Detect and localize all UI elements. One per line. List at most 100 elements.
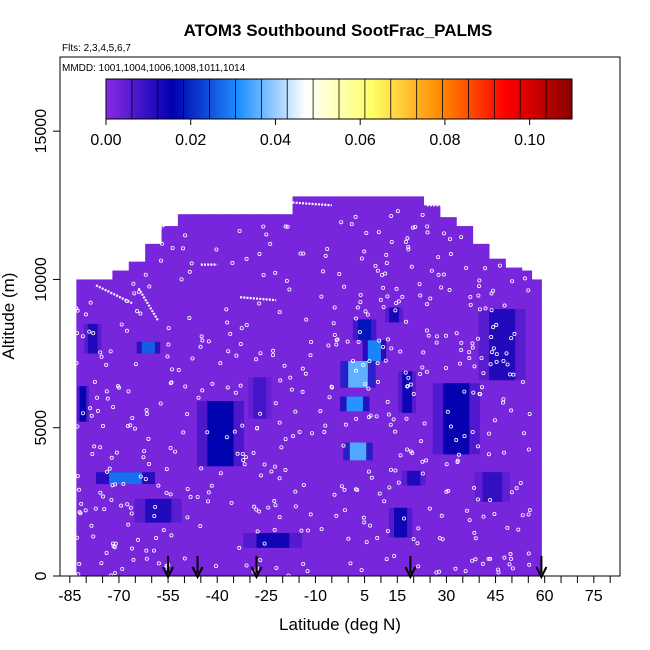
sample-point xyxy=(362,520,367,525)
sample-point xyxy=(323,423,328,428)
sample-point xyxy=(187,315,192,320)
sample-point xyxy=(481,514,486,519)
sample-point xyxy=(173,449,178,454)
hotspot-cell xyxy=(141,341,155,354)
sample-point xyxy=(104,550,109,555)
sample-point xyxy=(199,466,204,471)
sample-point xyxy=(455,458,460,463)
x-axis: -85 -70 -55 -40 -25 -10 5 15 30 45 60 75 xyxy=(58,576,611,605)
sample-point xyxy=(257,301,262,306)
sample-point xyxy=(453,566,458,571)
sample-point xyxy=(237,228,242,233)
sample-point xyxy=(181,430,186,435)
sample-point xyxy=(376,230,381,235)
sample-point xyxy=(491,346,496,351)
sample-point xyxy=(131,281,136,286)
sample-point xyxy=(456,452,461,457)
sample-point xyxy=(389,467,394,472)
sample-point xyxy=(411,537,416,542)
hotspot-cell xyxy=(346,396,363,412)
sample-point xyxy=(188,494,193,499)
hotspot-cell xyxy=(443,383,470,455)
sample-point xyxy=(405,447,410,452)
sample-point xyxy=(257,509,262,514)
sample-point xyxy=(389,346,394,351)
sample-point xyxy=(443,365,448,370)
sample-point xyxy=(382,499,387,504)
field-column xyxy=(177,214,195,576)
sample-point xyxy=(262,462,267,467)
hotspot-cell xyxy=(256,532,290,548)
flight-track xyxy=(95,284,133,305)
sample-point xyxy=(88,300,93,305)
sample-point xyxy=(128,505,133,510)
sample-point xyxy=(278,378,283,383)
sample-point xyxy=(125,502,130,507)
sample-point xyxy=(527,508,532,513)
sample-point xyxy=(518,480,523,485)
sample-point xyxy=(99,561,104,566)
sample-point xyxy=(252,504,257,509)
sample-point xyxy=(396,480,401,485)
sample-point xyxy=(417,282,422,287)
field-column xyxy=(128,261,146,576)
x-tick-label: 75 xyxy=(585,588,603,605)
sample-point xyxy=(339,220,344,225)
sample-point xyxy=(126,389,131,394)
sample-point xyxy=(385,399,390,404)
hotspot-cell xyxy=(367,340,381,361)
sample-point xyxy=(261,272,266,277)
sample-point xyxy=(128,423,133,428)
sample-point xyxy=(434,334,439,339)
sample-point xyxy=(526,551,531,556)
sample-point xyxy=(510,566,515,571)
sample-point xyxy=(230,261,235,266)
sample-point xyxy=(434,340,439,345)
sample-point xyxy=(384,557,389,562)
sample-point xyxy=(479,356,484,361)
sample-point xyxy=(101,424,106,429)
sample-point xyxy=(468,302,473,307)
sample-point xyxy=(439,513,444,518)
sample-point xyxy=(75,308,80,313)
sample-point xyxy=(425,224,430,229)
sample-point xyxy=(156,561,161,566)
sample-point xyxy=(142,449,147,454)
sample-point xyxy=(77,487,82,492)
sample-point xyxy=(361,515,366,520)
sample-point xyxy=(428,296,433,301)
sample-point xyxy=(488,498,493,503)
sample-point xyxy=(342,487,347,492)
sample-point xyxy=(473,536,478,541)
sample-point xyxy=(95,409,100,414)
sample-point xyxy=(411,391,416,396)
sample-point xyxy=(467,356,472,361)
sample-point xyxy=(393,429,398,434)
sample-point xyxy=(489,308,494,313)
sample-point xyxy=(331,321,336,326)
sample-point xyxy=(110,483,115,488)
sample-point xyxy=(258,411,263,416)
sample-point xyxy=(99,354,104,359)
sample-point xyxy=(183,233,188,238)
sample-point xyxy=(377,491,382,496)
sample-point xyxy=(406,247,411,252)
sample-point xyxy=(301,561,306,566)
y-tick-label: 0 xyxy=(33,571,50,580)
sample-point xyxy=(130,415,135,420)
sample-point xyxy=(200,338,205,343)
sample-point xyxy=(454,438,459,443)
sample-point xyxy=(465,508,470,513)
field-column xyxy=(145,243,163,576)
sample-point xyxy=(429,268,434,273)
sample-point xyxy=(496,567,501,572)
sample-point xyxy=(283,468,288,473)
sample-point xyxy=(74,361,79,366)
sample-point xyxy=(389,239,394,244)
sample-point xyxy=(235,451,240,456)
sample-point xyxy=(209,483,214,488)
x-tick-label: -70 xyxy=(107,588,130,605)
sample-point xyxy=(108,349,113,354)
sample-point xyxy=(119,322,124,327)
sample-point xyxy=(240,451,245,456)
